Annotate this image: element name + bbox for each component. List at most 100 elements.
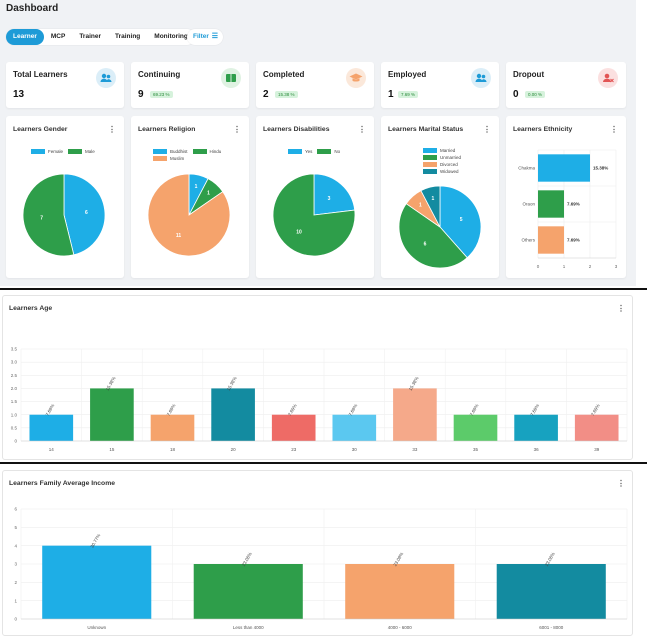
y-tick-label: 6 <box>14 507 17 512</box>
legend-item[interactable]: Widowed <box>423 169 463 174</box>
bar[interactable] <box>332 414 377 441</box>
stat-label: Completed <box>263 70 305 79</box>
card-learners-ethnicity: Learners Ethnicity ⋮ 0 1 2 3 Chakma 15.38% Ora… <box>506 116 626 278</box>
bar[interactable] <box>90 388 134 441</box>
stat-percent-badge: 7.69 % <box>398 91 419 98</box>
bar[interactable] <box>514 414 558 441</box>
bar[interactable] <box>29 414 74 441</box>
bar-data-label: 15.38% <box>105 376 117 392</box>
y-tick-label: 2.0 <box>11 386 18 391</box>
y-tick-label: 0.5 <box>11 425 18 430</box>
tab-bar: Learner MCP Trainer Training Monitoring <box>6 29 195 45</box>
more-options-icon[interactable]: ⋮ <box>617 479 625 488</box>
more-options-icon[interactable]: ⋮ <box>108 125 116 134</box>
legend-item[interactable]: Muslim <box>153 156 184 161</box>
bar-data-label: 7.69% <box>567 202 580 207</box>
stat-percent-badge: 0.00 % <box>525 91 546 98</box>
card-learners-disabilities: Learners Disabilities ⋮ Yes No 3 10 <box>256 116 374 278</box>
gender-pie-chart: 67 <box>22 173 106 257</box>
bar-data-label: 7.69% <box>529 403 540 417</box>
bar[interactable] <box>211 388 255 441</box>
legend-label: Male <box>85 149 95 154</box>
slice-value-label: 1 <box>432 196 435 202</box>
bar[interactable] <box>345 564 455 619</box>
x-category-label: 36 <box>534 447 540 452</box>
bar[interactable] <box>42 545 152 619</box>
pie-slice[interactable] <box>63 173 106 256</box>
bar-data-label: 23.08% <box>392 551 404 567</box>
legend-label: No <box>334 149 341 154</box>
legend-item[interactable]: Buddhist <box>153 149 188 154</box>
x-category-label: Unknown <box>87 625 106 630</box>
bar[interactable] <box>538 154 590 182</box>
x-category-label: 6001 - 8000 <box>539 625 564 630</box>
pie-slice[interactable] <box>272 173 356 257</box>
legend-swatch <box>423 148 437 153</box>
stat-value: 9 <box>138 89 144 100</box>
slice-value-label: 6 <box>424 242 427 248</box>
pie-slice[interactable] <box>398 203 468 269</box>
stat-value: 2 <box>263 89 269 100</box>
stat-card-employed: Employed 1 7.69 % <box>381 62 499 108</box>
bar[interactable] <box>453 414 498 441</box>
bar-data-label: 7.69% <box>590 403 601 417</box>
bar[interactable] <box>393 388 437 441</box>
pie-slice[interactable] <box>439 185 482 259</box>
bar[interactable] <box>574 414 619 441</box>
more-options-icon[interactable]: ⋮ <box>233 125 241 134</box>
legend-label: Female <box>48 149 64 154</box>
filter-button[interactable]: Filter ☰ <box>187 29 223 45</box>
legend-item[interactable]: Unmarried <box>423 155 463 160</box>
legend-label: Widowed <box>440 169 459 174</box>
bar[interactable] <box>538 190 564 218</box>
page-title: Dashboard <box>6 3 59 14</box>
tab-mcp[interactable]: MCP <box>50 33 66 40</box>
tab-training[interactable]: Training <box>115 33 141 40</box>
pie-slice[interactable] <box>147 173 231 257</box>
legend-label: Yes <box>305 149 313 154</box>
legend-item[interactable]: No <box>317 149 340 154</box>
stat-value: 0 <box>513 89 519 100</box>
more-options-icon[interactable]: ⋮ <box>358 125 366 134</box>
legend-swatch <box>288 149 302 154</box>
legend-item[interactable]: Married <box>423 148 463 153</box>
y-tick-label: 2.5 <box>11 373 18 378</box>
users-icon <box>471 68 491 88</box>
bar[interactable] <box>150 414 195 441</box>
x-category-label: 39 <box>594 447 600 452</box>
slice-value-label: 1 <box>195 184 198 190</box>
divider <box>0 288 647 290</box>
more-options-icon[interactable]: ⋮ <box>483 125 491 134</box>
stat-percent-badge: 69.23 % <box>150 91 173 98</box>
tab-monitoring[interactable]: Monitoring <box>154 33 188 40</box>
legend-item[interactable]: Hindu <box>192 149 221 154</box>
legend-item[interactable]: Male <box>68 149 95 154</box>
bar-data-label: 23.08% <box>241 551 253 567</box>
slice-value-label: 1 <box>419 203 422 209</box>
bar-data-label: 7.69% <box>45 403 56 417</box>
bar[interactable] <box>271 414 316 441</box>
legend-item[interactable]: Female <box>31 149 63 154</box>
more-options-icon[interactable]: ⋮ <box>617 304 625 313</box>
stat-card-continuing: Continuing 9 69.23 % <box>131 62 249 108</box>
stat-card-completed: Completed 2 15.38 % <box>256 62 374 108</box>
slice-value-label: 1 <box>207 191 210 197</box>
tab-learner[interactable]: Learner <box>6 29 44 45</box>
card-learners-family-income: Learners Family Average Income ⋮ 0 1 2 3 4 5 6… <box>2 470 633 636</box>
legend-swatch <box>423 162 437 167</box>
pie-slice[interactable] <box>420 185 441 228</box>
tab-trainer[interactable]: Trainer <box>79 33 101 40</box>
bar[interactable] <box>193 564 303 619</box>
y-tick-label: 3.0 <box>11 360 18 365</box>
y-tick-label: 0 <box>14 439 17 444</box>
bar-data-label: 15.38% <box>593 166 608 171</box>
legend-item[interactable]: Divorced <box>423 162 463 167</box>
pie-slice[interactable] <box>313 173 356 216</box>
chart-legend: Yes No <box>288 149 368 156</box>
more-options-icon[interactable]: ⋮ <box>610 125 618 134</box>
legend-item[interactable]: Yes <box>288 149 312 154</box>
pie-slice[interactable] <box>22 173 75 257</box>
bar[interactable] <box>496 564 606 619</box>
bar[interactable] <box>538 226 564 254</box>
income-bar-chart: 0 1 2 3 4 5 6 30.77% Unknown 23.08% Less than 4000… <box>14 507 628 630</box>
